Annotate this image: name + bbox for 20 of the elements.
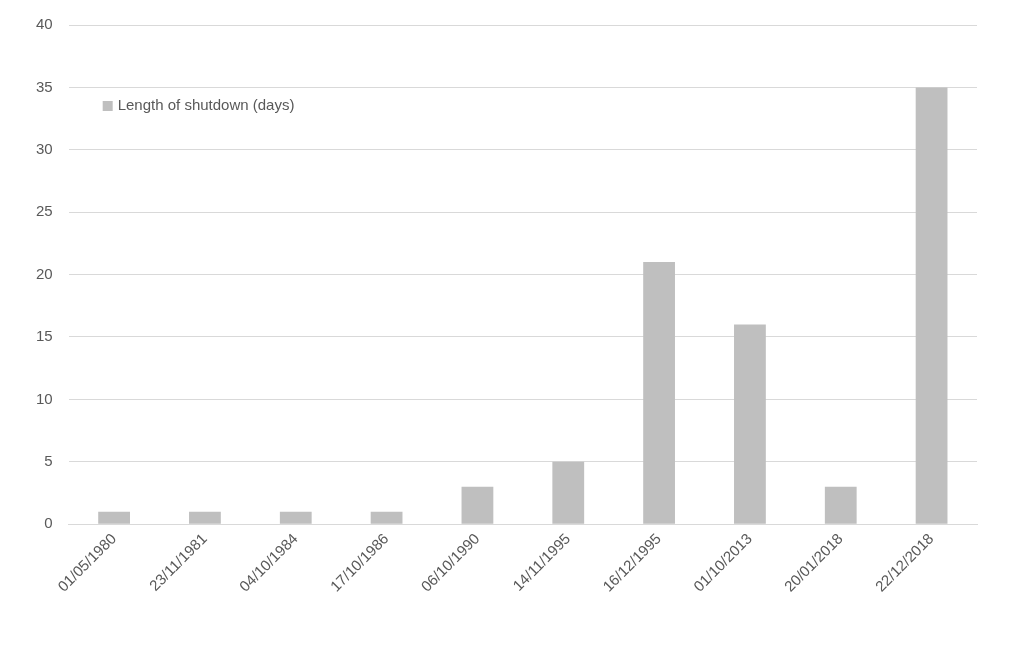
y-tick-label: 30 bbox=[36, 139, 53, 157]
bar bbox=[915, 87, 948, 524]
bar bbox=[734, 324, 766, 524]
y-tick-label: 25 bbox=[36, 202, 53, 220]
bar bbox=[552, 461, 585, 524]
y-tick-label: 0 bbox=[44, 514, 53, 532]
bar bbox=[461, 486, 494, 524]
y-tick-label: 10 bbox=[36, 389, 53, 407]
y-tick-label: 40 bbox=[36, 15, 53, 33]
y-tick-label: 15 bbox=[36, 327, 53, 345]
y-tick-label: 5 bbox=[44, 451, 53, 469]
bar bbox=[279, 511, 312, 524]
bar bbox=[189, 511, 221, 524]
y-tick-label: 20 bbox=[36, 264, 53, 282]
bar bbox=[643, 262, 675, 524]
bar bbox=[98, 511, 130, 524]
y-tick-label: 35 bbox=[36, 77, 53, 95]
legend-label: Length of shutdown (days) bbox=[117, 96, 295, 114]
bar bbox=[370, 511, 403, 524]
bar bbox=[824, 486, 857, 524]
